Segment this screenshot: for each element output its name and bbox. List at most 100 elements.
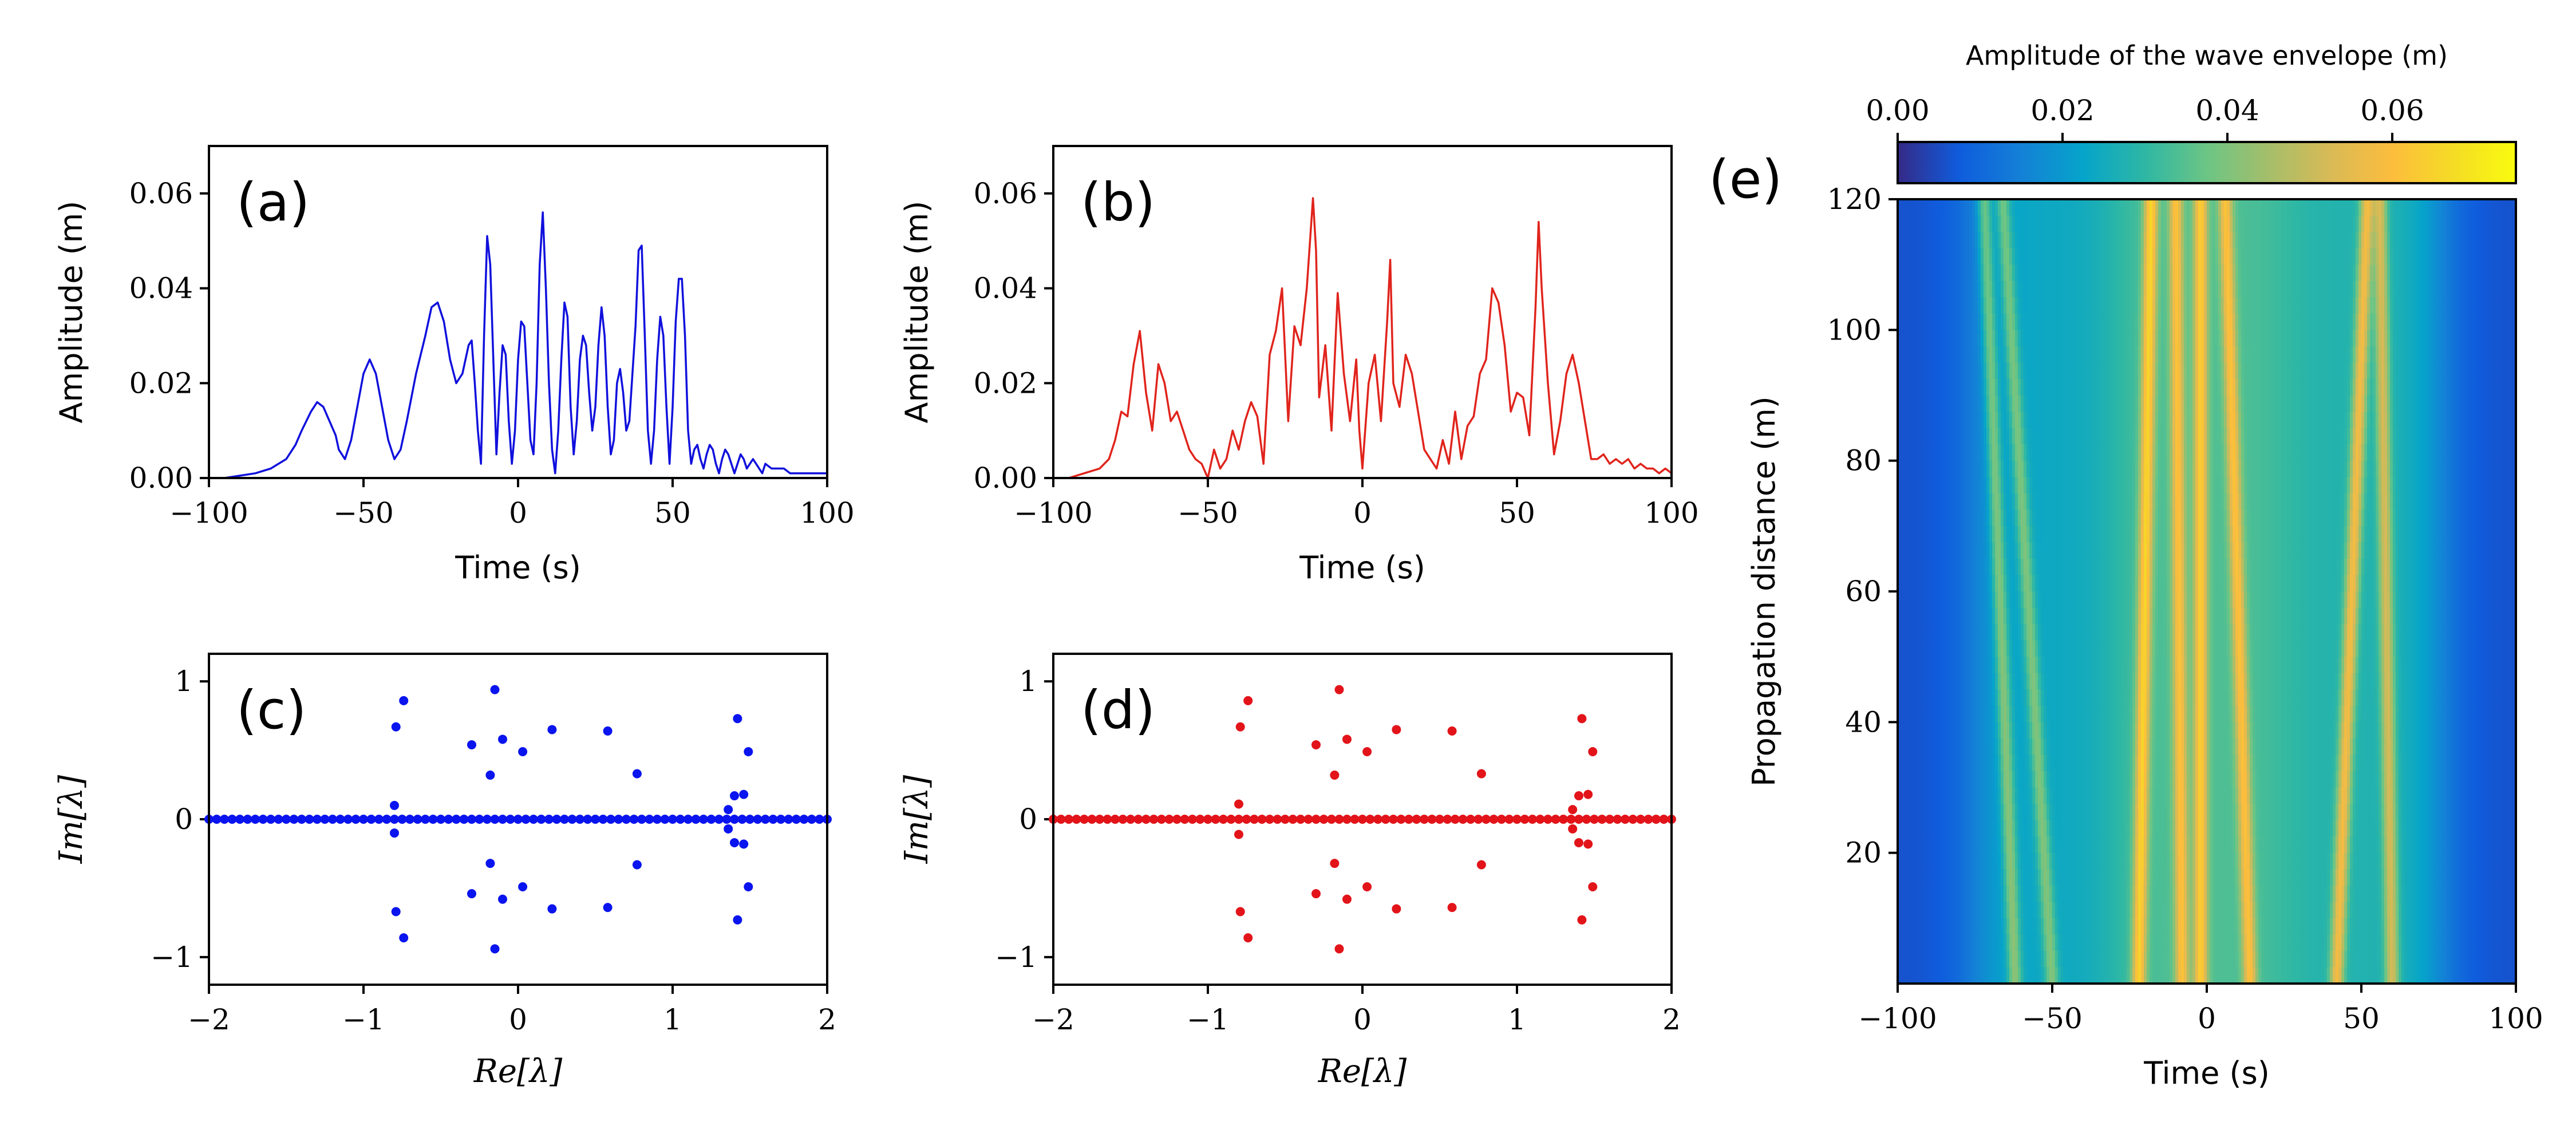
heatmap-cell xyxy=(2101,199,2104,216)
heatmap-cell xyxy=(2356,379,2359,396)
heatmap-cell xyxy=(2235,477,2239,493)
heatmap-cell xyxy=(2187,379,2190,396)
heatmap-cell xyxy=(2336,493,2339,510)
heatmap-cell xyxy=(2032,428,2036,445)
heatmap-cell xyxy=(1915,264,1918,281)
heatmap-cell xyxy=(2138,330,2142,346)
heatmap-cell xyxy=(2307,281,2310,298)
heatmap-cell xyxy=(2338,379,2342,396)
heatmap-cell xyxy=(2046,493,2050,510)
heatmap-cell xyxy=(2067,330,2070,346)
heatmap-cell xyxy=(2095,379,2099,396)
eigenvalue-point-d xyxy=(1574,791,1583,800)
heatmap-cell xyxy=(1998,412,2001,428)
heatmap-cell xyxy=(2233,396,2236,412)
heatmap-cell xyxy=(1955,526,1958,543)
heatmap-cell xyxy=(2358,314,2362,330)
heatmap-cell xyxy=(2404,526,2408,543)
heatmap-cell xyxy=(2453,314,2456,330)
y-tick-label-d: −1 xyxy=(995,941,1037,974)
heatmap-cell xyxy=(2224,281,2227,298)
heatmap-cell xyxy=(2235,248,2239,265)
heatmap-cell xyxy=(2147,314,2150,330)
heatmap-cell xyxy=(2336,428,2339,445)
heatmap-cell xyxy=(2172,379,2176,396)
heatmap-cell xyxy=(2273,444,2276,461)
heatmap-cell xyxy=(1998,199,2001,216)
heatmap-cell xyxy=(2144,248,2147,265)
heatmap-cell xyxy=(2212,362,2216,379)
heatmap-cell xyxy=(2264,248,2267,265)
heatmap-cell xyxy=(2064,526,2067,543)
heatmap-cell xyxy=(2264,396,2267,412)
heatmap-cell xyxy=(2055,510,2059,526)
heatmap-cell xyxy=(2038,542,2041,559)
heatmap-cell xyxy=(2267,542,2270,559)
heatmap-cell xyxy=(1963,199,1967,216)
heatmap-cell xyxy=(2324,379,2328,396)
heatmap-cell xyxy=(2061,428,2064,445)
heatmap-cell xyxy=(1952,542,1955,559)
heatmap-cell xyxy=(2064,542,2067,559)
heatmap-cell xyxy=(2224,379,2227,396)
heatmap-cell xyxy=(2290,542,2293,559)
heatmap-cell xyxy=(2187,461,2190,477)
heatmap-cell xyxy=(2241,362,2245,379)
heatmap-cell xyxy=(2124,199,2127,216)
heatmap-cell xyxy=(2304,216,2308,232)
heatmap-cell xyxy=(2084,297,2087,314)
heatmap-cell xyxy=(2421,248,2425,265)
heatmap-cell xyxy=(2430,379,2433,396)
heatmap-cell xyxy=(2316,330,2319,346)
heatmap-cell xyxy=(2152,444,2156,461)
heatmap-cell xyxy=(1921,526,1924,543)
heatmap-cell xyxy=(2324,330,2328,346)
heatmap-cell xyxy=(2424,330,2428,346)
heatmap-cell xyxy=(2009,330,2013,346)
heatmap-cell xyxy=(2004,281,2007,298)
heatmap-cell xyxy=(2510,477,2514,493)
heatmap-cell xyxy=(2115,412,2119,428)
heatmap-cell xyxy=(2467,314,2471,330)
heatmap-cell xyxy=(2241,412,2245,428)
heatmap-cell xyxy=(2218,216,2222,232)
heatmap-cell xyxy=(2444,232,2448,248)
heatmap-cell xyxy=(2035,396,2038,412)
heatmap-cell xyxy=(2135,216,2139,232)
heatmap-cell xyxy=(2104,477,2107,493)
heatmap-cell xyxy=(2052,477,2056,493)
heatmap-cell xyxy=(2479,461,2482,477)
heatmap-cell xyxy=(1918,346,1921,363)
heatmap-cell xyxy=(2347,297,2350,314)
heatmap-cell xyxy=(2467,444,2471,461)
heatmap-cell xyxy=(2164,264,2167,281)
heatmap-cell xyxy=(2084,264,2087,281)
heatmap-cell xyxy=(1966,216,1970,232)
heatmap-cell xyxy=(2233,330,2236,346)
heatmap-cell xyxy=(2181,444,2184,461)
heatmap-cell xyxy=(2210,542,2213,559)
heatmap-cell xyxy=(2215,314,2219,330)
heatmap-cell xyxy=(2404,314,2408,330)
heatmap-cell xyxy=(2476,199,2479,216)
heatmap-cell xyxy=(2101,477,2104,493)
heatmap-cell xyxy=(2218,510,2222,526)
heatmap-cell xyxy=(2055,379,2059,396)
heatmap-cell xyxy=(2212,199,2216,216)
heatmap-cell xyxy=(2473,330,2476,346)
heatmap-cell xyxy=(2104,493,2107,510)
heatmap-cell xyxy=(1981,362,1984,379)
heatmap-cell xyxy=(2301,314,2305,330)
heatmap-cell xyxy=(2161,477,2164,493)
heatmap-cell xyxy=(2198,396,2202,412)
heatmap-cell xyxy=(2267,477,2270,493)
heatmap-cell xyxy=(2313,232,2316,248)
heatmap-cell xyxy=(2101,428,2104,445)
heatmap-cell xyxy=(2181,510,2184,526)
heatmap-cell xyxy=(1978,248,1981,265)
heatmap-cell xyxy=(2384,412,2388,428)
heatmap-cell xyxy=(2218,248,2222,265)
heatmap-cell xyxy=(2235,461,2239,477)
heatmap-cell xyxy=(2507,477,2511,493)
heatmap-cell xyxy=(2487,412,2491,428)
